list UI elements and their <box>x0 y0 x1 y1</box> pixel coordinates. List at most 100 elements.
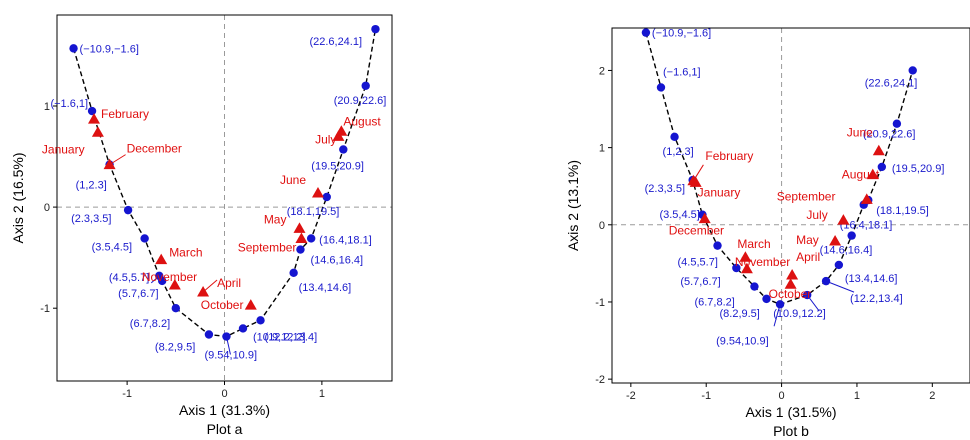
data-point <box>656 83 666 92</box>
month-label: May <box>796 233 819 247</box>
data-point <box>171 304 181 313</box>
month-marker <box>91 126 104 137</box>
x-tick-label: -2 <box>626 390 636 402</box>
data-point-label: (9.54,10.9] <box>204 350 257 362</box>
x-tick-label: 0 <box>221 388 227 400</box>
data-point-label: (19.5,20.9] <box>311 160 364 172</box>
month-label: October <box>201 298 244 312</box>
data-point-label: (14.6,16.4] <box>820 245 873 257</box>
data-point-label: (12.2,13.4] <box>850 293 903 305</box>
data-point-label: (6.7,8.2] <box>694 297 734 309</box>
data-point-label: (6.7,8.2] <box>130 318 170 330</box>
month-marker <box>244 299 257 310</box>
data-point-label: (9.54,10.9] <box>716 335 769 347</box>
month-marker <box>872 144 885 156</box>
y-tick-label: 1 <box>44 101 50 113</box>
data-point <box>69 44 78 53</box>
y-axis-label: Axis 2 (16.5%) <box>10 152 26 243</box>
month-label: November <box>142 270 197 284</box>
y-tick-label: 1 <box>599 143 605 155</box>
month-label: July <box>806 208 827 222</box>
month-label: March <box>737 237 770 251</box>
data-point-label: (18.1,19.5] <box>876 205 929 217</box>
data-point <box>713 241 722 250</box>
month-label: September <box>777 189 836 203</box>
data-point <box>289 268 298 278</box>
data-point-label: (−10.9,−1.6] <box>80 43 139 55</box>
data-point <box>732 263 741 273</box>
data-point <box>361 81 370 90</box>
month-label: January <box>698 185 741 199</box>
data-point-label: (22.6,24.1] <box>309 36 362 48</box>
month-marker <box>295 232 308 243</box>
data-point-label: (18.1,19.5] <box>287 206 340 218</box>
month-marker <box>197 286 210 297</box>
x-tick-label: -1 <box>122 388 132 400</box>
data-point <box>339 145 348 154</box>
month-marker <box>88 113 101 124</box>
month-marker <box>739 251 752 262</box>
y-tick-label: -2 <box>595 374 605 386</box>
y-tick-label: -1 <box>40 303 50 315</box>
data-point-label: (16.4,18.1] <box>319 234 372 246</box>
month-marker <box>687 174 700 186</box>
data-point-label: (−1.6,1] <box>50 98 88 110</box>
month-leader-line <box>109 154 126 166</box>
plot-a-panel: -1 0 1 -1 0 1 Axis 1 (31.3%) Plot a Axis 2 (16.5… <box>10 14 393 437</box>
plot-frame <box>611 27 970 384</box>
x-tick-label: 1 <box>319 388 325 400</box>
data-point-label: (1,2.3] <box>76 180 107 192</box>
data-point <box>322 192 331 202</box>
data-point <box>670 132 679 142</box>
data-point <box>123 205 133 215</box>
month-label: August <box>343 114 381 128</box>
point-leader-line <box>825 280 855 293</box>
data-point <box>847 231 856 240</box>
month-label: January <box>42 142 85 156</box>
data-point-label: (−10.9,−1.6] <box>652 28 711 40</box>
data-point <box>750 282 759 291</box>
data-point <box>87 106 97 116</box>
data-point <box>238 324 248 333</box>
data-point <box>762 294 771 304</box>
y-tick-label: 0 <box>44 202 50 214</box>
y-tick-label: 2 <box>599 65 605 77</box>
month-marker <box>837 214 850 225</box>
data-point-label: (4.5,5.7] <box>678 257 718 269</box>
x-axis-label: Axis 1 (31.3%) <box>179 402 270 418</box>
month-label: February <box>101 107 149 121</box>
data-point-label: (2.3,3.5] <box>71 213 111 225</box>
month-label: February <box>705 149 753 163</box>
month-marker <box>698 212 711 224</box>
data-point-label: (16.4,18.1] <box>840 220 893 232</box>
data-point-label: (10.9,12.2] <box>773 308 826 320</box>
data-point-label: (12.2,13.4] <box>265 331 318 343</box>
data-point <box>157 276 167 286</box>
month-marker <box>784 278 797 289</box>
month-marker <box>311 186 324 198</box>
month-marker <box>293 222 306 233</box>
month-marker <box>860 193 873 204</box>
data-point-label: (1,2.3] <box>663 146 694 158</box>
data-point <box>306 234 316 243</box>
month-label: December <box>127 142 182 156</box>
month-marker <box>866 168 879 180</box>
data-point-label: (−1.6,1] <box>663 66 701 78</box>
data-point <box>641 28 651 37</box>
plot-b-panel: -2 -1 0 1 2 -2 -1 0 1 2 Axis 1 (31.5%) Plot b Axis 2… <box>565 27 970 439</box>
data-point-label: (14.6,16.4] <box>310 255 363 267</box>
month-marker <box>786 268 799 280</box>
data-point-label: (3.5,4.5] <box>92 241 132 253</box>
data-point <box>256 316 265 325</box>
data-point <box>821 276 831 286</box>
x-tick-label: 1 <box>854 390 860 402</box>
data-point <box>775 300 785 309</box>
month-label: June <box>280 173 306 187</box>
data-point-label: (10.9,12.2] <box>253 331 306 343</box>
month-label: August <box>842 168 880 182</box>
data-point <box>296 245 305 254</box>
data-point <box>877 162 887 172</box>
data-point-label: (2.3,3.5] <box>645 183 685 195</box>
x-axis-label: Axis 1 (31.5%) <box>745 404 836 420</box>
month-marker <box>168 278 181 290</box>
